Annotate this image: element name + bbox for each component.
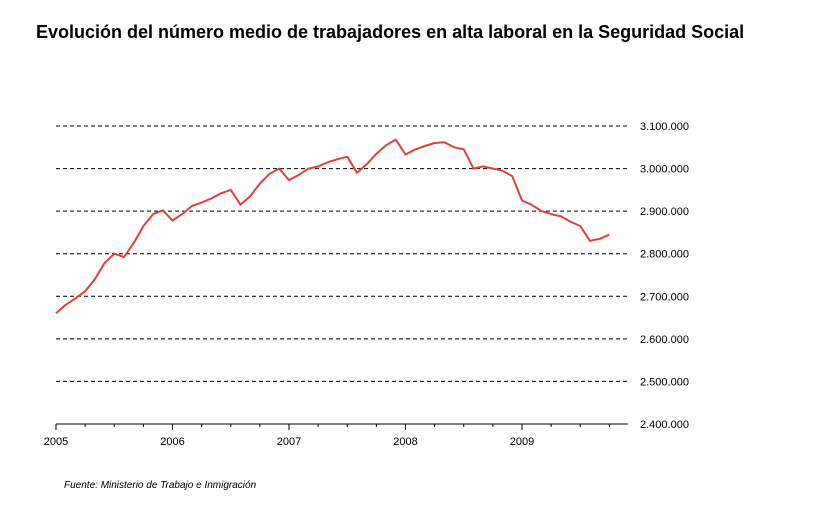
source-note: Fuente: Ministerio de Trabajo e Inmigrac… — [64, 480, 257, 491]
y-tick-label: 2.800.000 — [640, 249, 689, 261]
y-tick-label: 2.400.000 — [640, 419, 689, 431]
x-tick-label: 2006 — [160, 436, 184, 448]
x-axis — [55, 423, 628, 430]
chart-title: Evolución del número medio de trabajador… — [36, 22, 745, 42]
y-tick-label: 3.000.000 — [640, 164, 689, 176]
series-line-group — [55, 138, 610, 315]
y-tick-label: 2.700.000 — [640, 291, 689, 303]
x-tick-label: 2005 — [44, 436, 68, 448]
x-tick-label: 2009 — [510, 436, 534, 448]
y-tick-label: 2.900.000 — [640, 206, 689, 218]
y-tick-label: 2.500.000 — [640, 376, 689, 388]
series-line — [55, 138, 610, 315]
x-tick-label: 2007 — [277, 436, 301, 448]
x-tick-label: 2008 — [393, 436, 417, 448]
y-gridlines — [56, 125, 628, 382]
x-tick-labels: 2005 2006 2007 2008 2009 — [44, 436, 534, 448]
y-tick-labels: 2.400.000 2.500.000 2.600.000 2.700.000 2.80… — [640, 121, 689, 431]
y-tick-label: 2.600.000 — [640, 334, 689, 346]
y-tick-label: 3.100.000 — [640, 121, 689, 133]
